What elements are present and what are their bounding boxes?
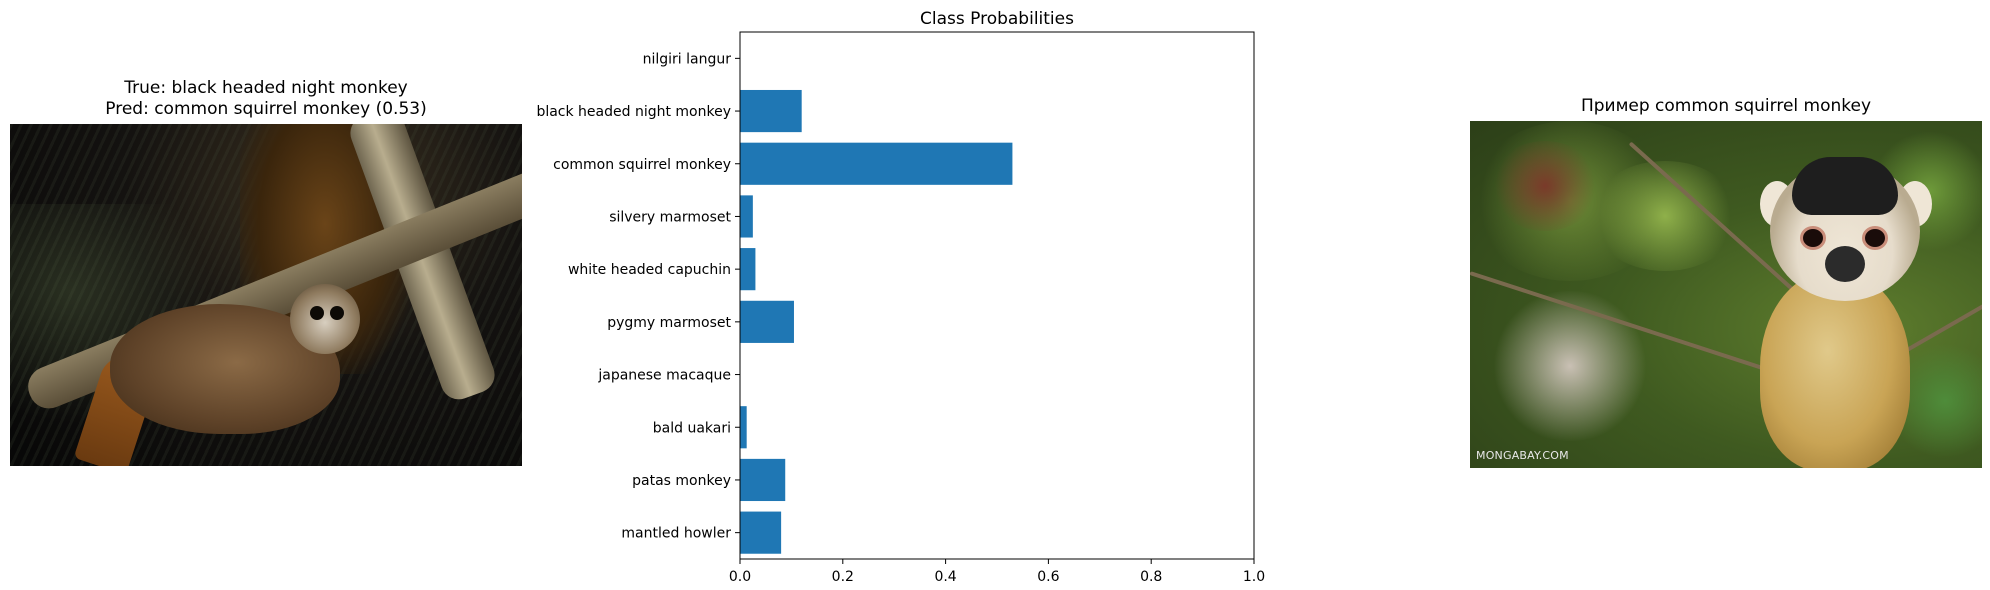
bar-bald-uakari bbox=[740, 406, 747, 449]
bars-layer bbox=[740, 89, 1013, 554]
pred-label-text: Pred: common squirrel monkey (0.53) bbox=[105, 99, 427, 119]
y-tick-label: bald uakari bbox=[653, 420, 731, 436]
y-tick-label: silvery marmoset bbox=[609, 209, 731, 225]
y-tick-label: black headed night monkey bbox=[536, 104, 731, 120]
x-tick-label: 0.2 bbox=[832, 569, 854, 585]
bar-common-squirrel-monkey bbox=[740, 142, 1013, 185]
example-title-text: Пример common squirrel monkey bbox=[1580, 96, 1872, 116]
bar-mantled-howler bbox=[740, 511, 782, 554]
x-tick-label: 0.8 bbox=[1140, 569, 1162, 585]
x-tick-label: 0.6 bbox=[1037, 569, 1059, 585]
bar-white-headed-capuchin bbox=[740, 248, 756, 291]
right-image-title: Пример common squirrel monkey bbox=[1470, 96, 1982, 117]
x-tick-label: 0.0 bbox=[729, 569, 751, 585]
plot-frame bbox=[739, 31, 1255, 560]
x-tick-label: 0.4 bbox=[934, 569, 956, 585]
y-tick-label: japanese macaque bbox=[597, 368, 731, 384]
bar-patas-monkey bbox=[740, 458, 786, 502]
y-tick-label: patas monkey bbox=[632, 473, 731, 489]
bar-black-headed-night-monkey bbox=[740, 89, 802, 133]
photo-watermark: MONGABAY.COM bbox=[1476, 449, 1569, 462]
y-tick-label: nilgiri langur bbox=[643, 51, 732, 67]
y-tick-label: white headed capuchin bbox=[568, 262, 731, 278]
x-ticks: 0.0 0.2 0.4 0.6 0.8 1.0 bbox=[729, 559, 1265, 585]
left-image-title: True: black headed night monkey Pred: co… bbox=[10, 78, 522, 120]
chart-title: Class Probabilities bbox=[920, 9, 1074, 29]
true-label-text: True: black headed night monkey bbox=[124, 78, 408, 98]
bar-silvery-marmoset bbox=[740, 195, 753, 238]
squirrel-monkey-photo: MONGABAY.COM bbox=[1470, 121, 1982, 468]
y-tick-label: common squirrel monkey bbox=[553, 157, 731, 173]
y-tick-label: pygmy marmoset bbox=[607, 315, 731, 331]
bar-pygmy-marmoset bbox=[740, 300, 794, 343]
y-tick-label: mantled howler bbox=[621, 526, 731, 542]
night-monkey-photo bbox=[10, 124, 522, 466]
x-tick-label: 1.0 bbox=[1243, 569, 1265, 585]
y-tick-labels: nilgiri langur black headed night monkey c… bbox=[536, 51, 740, 542]
